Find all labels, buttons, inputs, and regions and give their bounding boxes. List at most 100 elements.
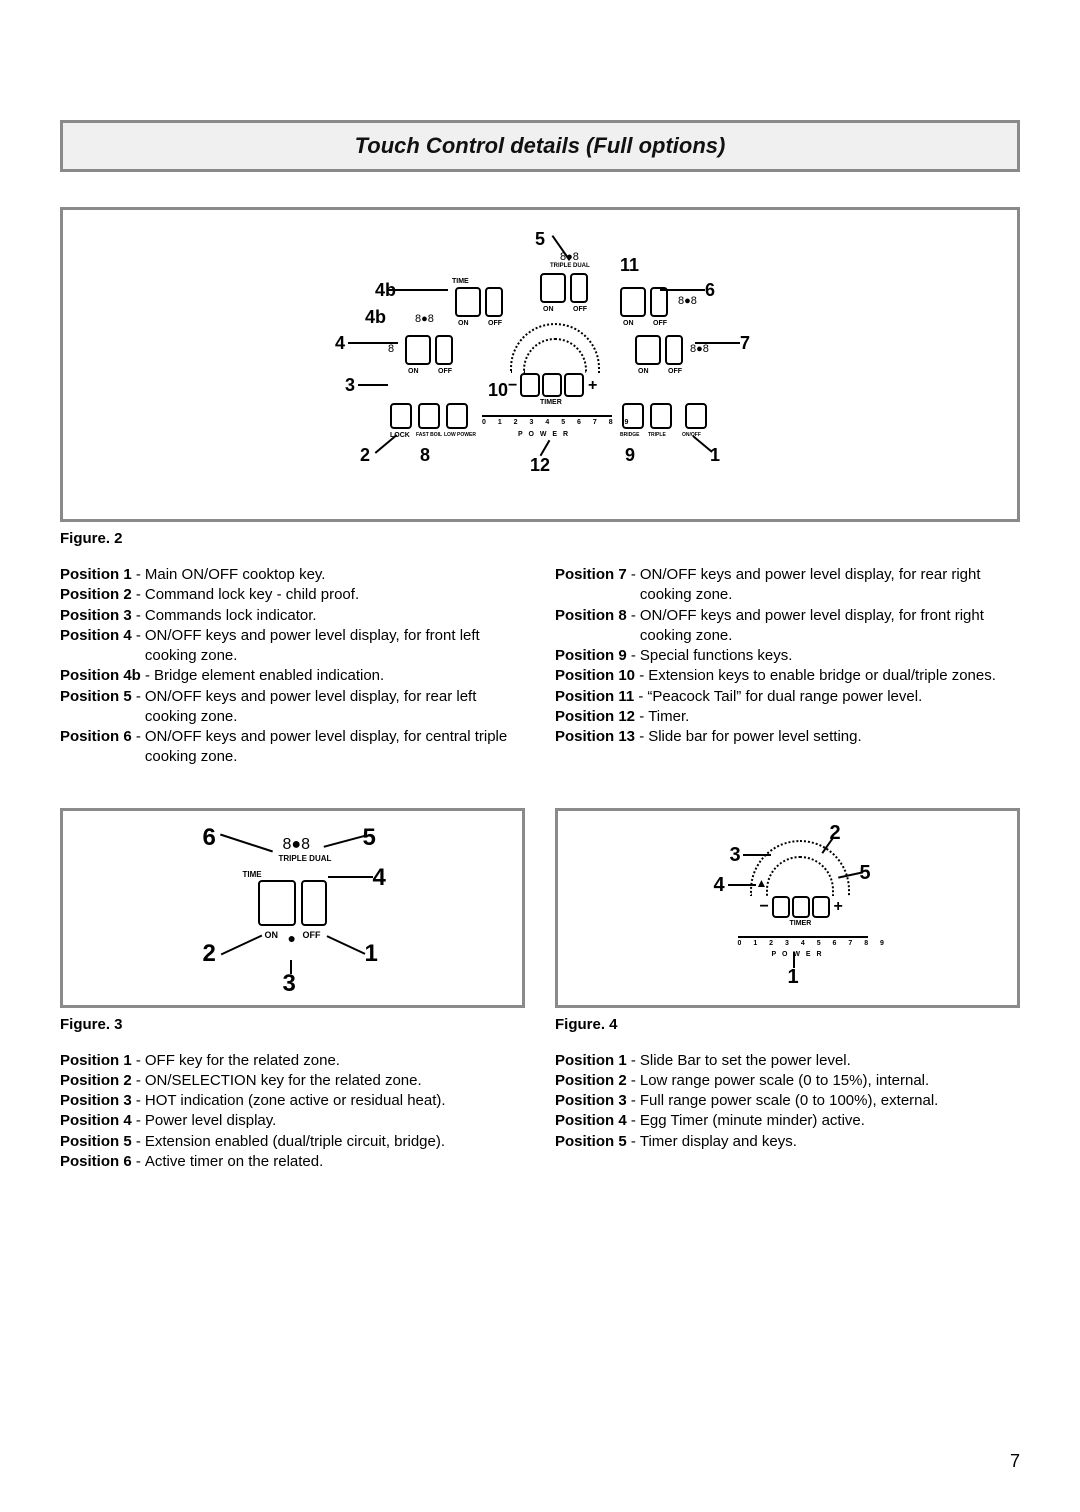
timer-display bbox=[564, 373, 584, 397]
callout-2: 2 bbox=[360, 445, 370, 466]
callout-4b: 4b bbox=[365, 307, 386, 328]
callout-2: 2 bbox=[203, 940, 216, 968]
time-label: TIME bbox=[243, 870, 262, 879]
figure-4-column: 2 3 4 5 1 ▲ − + TIMER bbox=[555, 808, 1020, 1173]
pos-desc: ON/OFF keys and power level display, for… bbox=[141, 727, 525, 768]
figure-2-positions-left: Position 1 - Main ON/OFF cooktop key. Po… bbox=[60, 565, 525, 768]
callout-6: 6 bbox=[203, 824, 216, 852]
pos-desc: ON/OFF keys and power level display, for… bbox=[636, 565, 1020, 606]
hot-dot: ● bbox=[288, 930, 296, 946]
zone-dots: 8●8 bbox=[560, 251, 579, 263]
pos-desc: ON/OFF keys and power level display, for… bbox=[141, 626, 525, 667]
display-box bbox=[485, 287, 503, 317]
pos-desc: “Peacock Tail” for dual range power leve… bbox=[643, 687, 1020, 707]
off-label: OFF bbox=[668, 368, 682, 375]
callout-7: 6 bbox=[705, 280, 715, 301]
callout-10: 9 bbox=[625, 445, 635, 466]
callout-11: 10 bbox=[488, 380, 508, 401]
lock-label: LOCK bbox=[390, 432, 410, 439]
on-label: ON bbox=[638, 368, 649, 375]
timer-plus: + bbox=[834, 898, 843, 916]
display-box bbox=[455, 287, 481, 317]
display-box bbox=[570, 273, 588, 303]
leader bbox=[220, 833, 273, 852]
callout-8: 7 bbox=[740, 333, 750, 354]
callout-1: 1 bbox=[788, 966, 799, 989]
callout-3: 3 bbox=[345, 375, 355, 396]
timer-display bbox=[792, 896, 810, 918]
leader bbox=[388, 289, 448, 291]
off-label: OFF bbox=[438, 368, 452, 375]
zone-dots: 8●8 bbox=[690, 343, 709, 355]
callout-13: 12 bbox=[530, 455, 550, 476]
pos-desc: Extension keys to enable bridge or dual/… bbox=[644, 666, 1020, 686]
off-label: OFF bbox=[653, 320, 667, 327]
bridge-key bbox=[622, 403, 644, 429]
leader bbox=[323, 834, 367, 848]
timer-display bbox=[772, 896, 790, 918]
figure-4-positions: Position 1 - Slide Bar to set the power … bbox=[555, 1051, 1020, 1152]
pos-desc: OFF key for the related zone. bbox=[141, 1051, 525, 1071]
zone-dots: 8●8 bbox=[415, 313, 434, 325]
lock-key bbox=[390, 403, 412, 429]
pos-desc: Bridge element enabled indication. bbox=[150, 666, 525, 686]
display-box bbox=[435, 335, 453, 365]
pos-desc: Slide bar for power level setting. bbox=[644, 727, 1020, 747]
on-label: ON bbox=[623, 320, 634, 327]
pos-desc: Active timer on the related. bbox=[141, 1152, 525, 1172]
leader bbox=[540, 439, 551, 456]
triple-key bbox=[650, 403, 672, 429]
display-box bbox=[301, 880, 327, 926]
off-label: OFF bbox=[573, 306, 587, 313]
triple-dual-label: TRIPLE DUAL bbox=[550, 263, 590, 269]
callout-4: 4 bbox=[373, 864, 386, 892]
figure-2-positions-right: Position 7 - ON/OFF keys and power level… bbox=[555, 565, 1020, 768]
timer-plus: + bbox=[588, 377, 597, 395]
leader bbox=[326, 935, 365, 955]
pos-desc: Main ON/OFF cooktop key. bbox=[141, 565, 525, 585]
figure-3-box: 6 5 4 2 1 3 8●8 TRIPLE DUAL TIME ON OFF bbox=[60, 808, 525, 1008]
pos-desc: Egg Timer (minute minder) active. bbox=[636, 1111, 1020, 1131]
on-label: ON bbox=[543, 306, 554, 313]
off-label: OFF bbox=[488, 320, 502, 327]
pos-desc: ON/OFF keys and power level display, for… bbox=[636, 606, 1020, 647]
figure-3-column: 6 5 4 2 1 3 8●8 TRIPLE DUAL TIME ON OFF bbox=[60, 808, 525, 1173]
lowpower-key bbox=[446, 403, 468, 429]
time-label: TIME bbox=[452, 278, 469, 285]
on-label: ON bbox=[458, 320, 469, 327]
on-label: ON bbox=[265, 930, 279, 940]
zone-dots: 8●8 bbox=[283, 836, 310, 854]
figure-3-caption: Figure. 3 bbox=[60, 1016, 525, 1033]
timer-label: TIMER bbox=[540, 399, 562, 406]
power-label: P O W E R bbox=[518, 431, 570, 438]
slide-bar bbox=[482, 415, 612, 417]
pos-desc: Special functions keys. bbox=[636, 646, 1020, 666]
on-label: ON bbox=[408, 368, 419, 375]
scale: 0 1 2 3 4 5 6 7 8 9 bbox=[738, 940, 889, 947]
pos-desc: ON/SELECTION key for the related zone. bbox=[141, 1071, 525, 1091]
pos-desc: Slide Bar to set the power level. bbox=[636, 1051, 1020, 1071]
timer-minus: − bbox=[508, 377, 517, 395]
triple-dual-label: TRIPLE DUAL bbox=[279, 854, 332, 863]
callout-5: 5 bbox=[363, 824, 376, 852]
pos-desc: Full range power scale (0 to 100%), exte… bbox=[636, 1091, 1020, 1111]
timer-display bbox=[520, 373, 540, 397]
fastboil-label: FAST BOIL bbox=[416, 432, 442, 438]
pos-desc: HOT indication (zone active or residual … bbox=[141, 1091, 525, 1111]
page-title: Touch Control details (Full options) bbox=[60, 120, 1020, 172]
display-box bbox=[405, 335, 431, 365]
scale: 0 1 2 3 4 5 6 7 8 9 bbox=[482, 419, 633, 426]
zone-dots: 8●8 bbox=[678, 295, 697, 307]
display-box bbox=[620, 287, 646, 317]
timer-minus: − bbox=[760, 898, 769, 916]
timer-display bbox=[542, 373, 562, 397]
figure-2-positions: Position 1 - Main ON/OFF cooktop key. Po… bbox=[60, 565, 1020, 768]
pos-desc: Low range power scale (0 to 15%), intern… bbox=[636, 1071, 1020, 1091]
callout-12: 11 bbox=[620, 255, 639, 276]
figure-2-caption: Figure. 2 bbox=[60, 530, 1020, 547]
page-number: 7 bbox=[1010, 1451, 1020, 1472]
callout-1: 1 bbox=[710, 445, 720, 466]
leader bbox=[358, 384, 388, 386]
leader bbox=[220, 934, 262, 955]
egg-timer-icon: ▲ bbox=[756, 876, 768, 890]
